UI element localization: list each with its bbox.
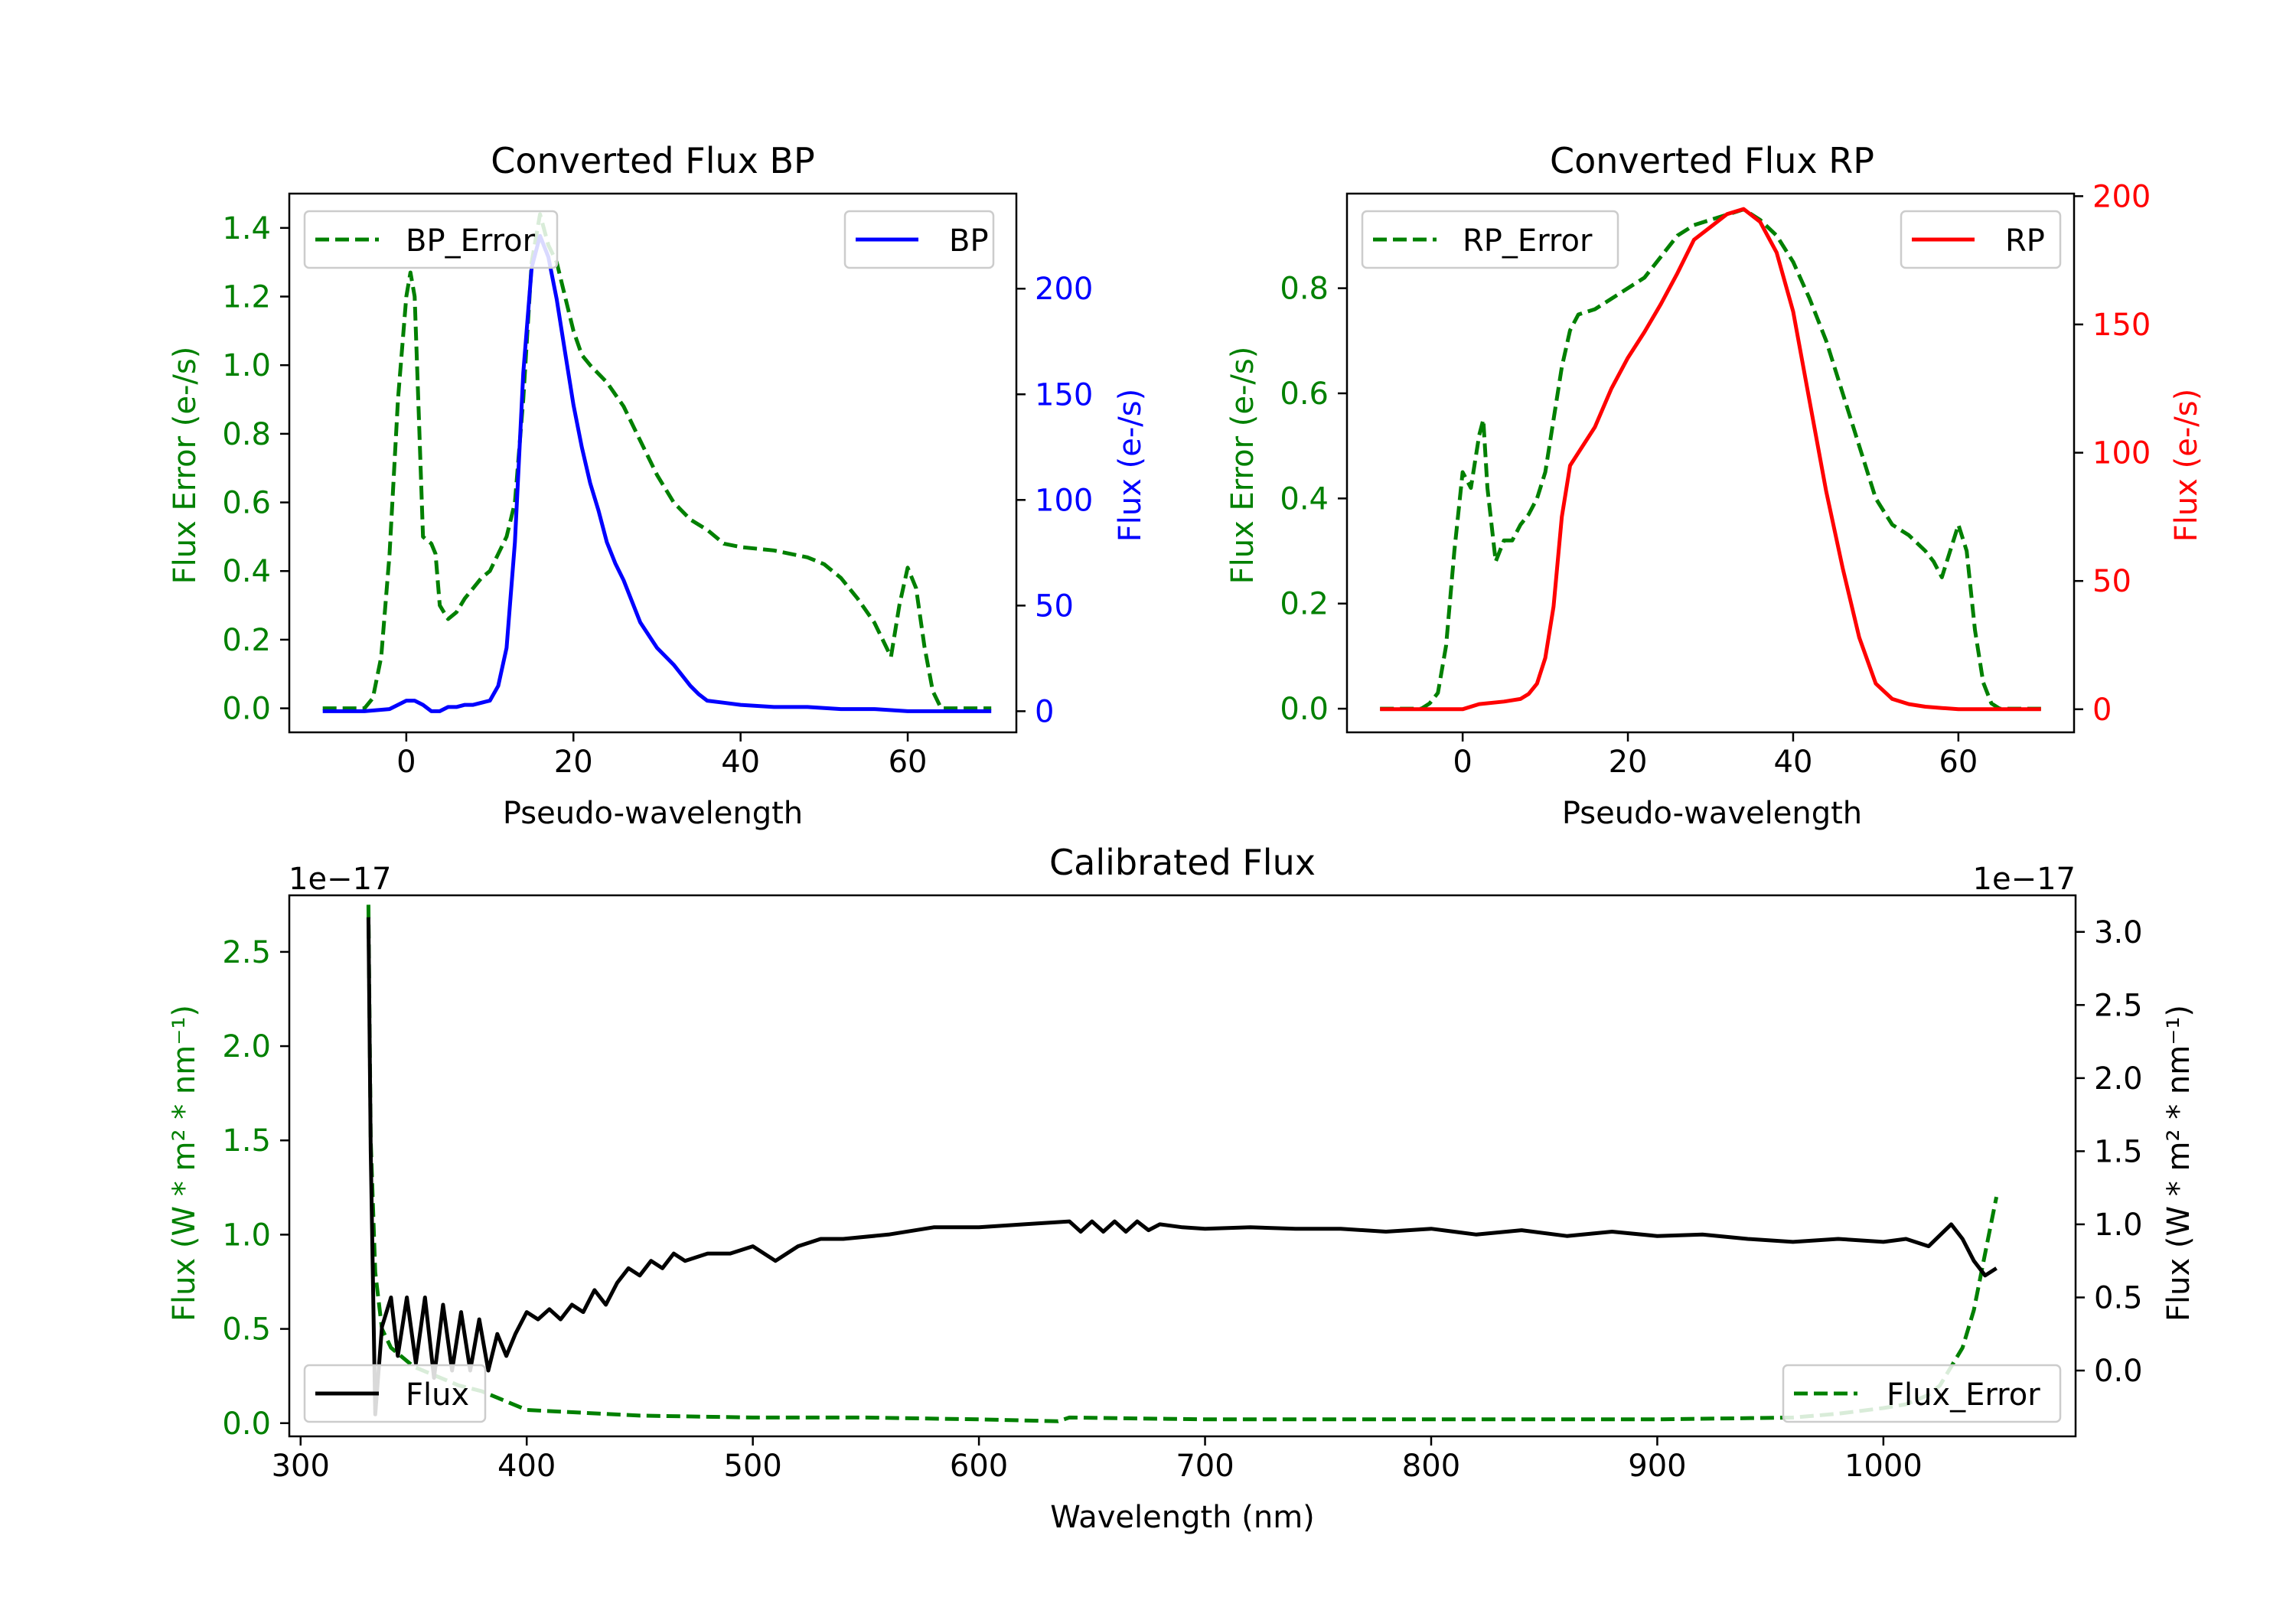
cal-ytick-label-left: 0.0 — [222, 1407, 271, 1442]
rp-ytick-label-left: 0.2 — [1280, 587, 1329, 622]
cal-legend-right-frame — [1782, 1364, 2062, 1423]
bp-ytick-label-left: 0.8 — [222, 417, 271, 452]
rp-panel: Converted Flux RP Pseudo-wavelength Flux… — [1225, 140, 2204, 831]
cal-ytick-label-left: 2.0 — [222, 1029, 271, 1064]
cal-ytick-label-left: 1.5 — [222, 1123, 271, 1159]
rp-ytick-label-left: 0.8 — [1280, 272, 1329, 307]
cal-ytick-label-right: 1.5 — [2094, 1134, 2143, 1169]
cal-ytick-label-right: 0.0 — [2094, 1354, 2143, 1389]
bp-ytick-label-left: 1.4 — [222, 211, 271, 246]
rp-xtick-label: 20 — [1609, 745, 1648, 780]
rp-ytick-label-right: 200 — [2092, 179, 2151, 214]
rp-xlabel: Pseudo-wavelength — [1562, 796, 1862, 831]
bp-ytick-label-right: 150 — [1035, 377, 1093, 412]
cal-legend-right: Flux_Error — [1782, 1364, 2062, 1423]
cal-xtick-label: 400 — [497, 1449, 556, 1484]
cal-xtick-label: 700 — [1176, 1449, 1234, 1484]
rp-legend-right: RP — [1900, 210, 2062, 269]
rp-legend-right-frame — [1900, 210, 2062, 269]
cal-xtick-label: 300 — [272, 1449, 330, 1484]
cal-ytick-label-right: 0.5 — [2094, 1280, 2143, 1315]
rp-legend-right-label: RP — [2005, 223, 2045, 259]
bp-axes-frame — [288, 192, 1018, 734]
bp-xlabel: Pseudo-wavelength — [503, 796, 803, 831]
cal-xlabel: Wavelength (nm) — [1050, 1500, 1315, 1535]
bp-xtick-label: 60 — [889, 745, 928, 780]
cal-ytick-label-left: 2.5 — [222, 935, 271, 970]
bp-ytick-label-right: 50 — [1035, 588, 1074, 624]
bp-title: Converted Flux BP — [491, 140, 815, 181]
rp-title: Converted Flux RP — [1550, 140, 1874, 181]
bp-legend-right-label: BP — [949, 223, 989, 259]
rp-xtick-label: 60 — [1939, 745, 1978, 780]
bp-ytick-label-left: 0.6 — [222, 486, 271, 521]
bp-legend-left-frame — [303, 210, 559, 269]
bp-ytick-label-right: 100 — [1035, 483, 1093, 518]
bp-ytick-label-left: 1.2 — [222, 280, 271, 315]
bp-xtick-label: 0 — [396, 745, 416, 780]
rp-ytick-label-left: 0.4 — [1280, 481, 1329, 517]
rp-axes-frame — [1345, 192, 2076, 734]
cal-ytick-label-right: 3.0 — [2094, 915, 2143, 950]
bp-series-bp — [322, 233, 992, 713]
rp-ytick-label-right: 100 — [2092, 436, 2151, 471]
cal-ytick-label-right: 2.0 — [2094, 1061, 2143, 1097]
bp-legend-left-label: BP_Error — [406, 223, 536, 259]
cal-xtick-label: 1000 — [1844, 1449, 1923, 1484]
cal-axes-frame — [288, 894, 2077, 1438]
rp-legend-left: RP_Error — [1361, 210, 1619, 269]
bp-ylabel-right: Flux (e-/s) — [1113, 389, 1148, 542]
rp-ylabel-right: Flux (e-/s) — [2169, 389, 2204, 542]
cal-offset-right: 1e−17 — [1973, 862, 2076, 897]
cal-title: Calibrated Flux — [1049, 842, 1316, 883]
cal-series-flux — [366, 917, 1998, 1416]
cal-ytick-label-right: 2.5 — [2094, 988, 2143, 1023]
cal-xtick-label: 800 — [1402, 1449, 1460, 1484]
calibrated-panel: Calibrated Flux Wavelength (nm) 1e−17 1e… — [167, 842, 2197, 1535]
cal-ytick-label-right: 1.0 — [2094, 1208, 2143, 1243]
cal-legend-left: Flux — [303, 1364, 487, 1423]
cal-ytick-label-left: 1.0 — [222, 1217, 271, 1253]
cal-xtick-label: 900 — [1628, 1449, 1686, 1484]
rp-ytick-label-left: 0.6 — [1280, 376, 1329, 412]
cal-legend-left-label: Flux — [406, 1377, 469, 1413]
rp-ytick-label-left: 0.0 — [1280, 692, 1329, 727]
bp-legend-left: BP_Error — [303, 210, 559, 269]
cal-xtick-label: 500 — [723, 1449, 781, 1484]
rp-ytick-label-right: 150 — [2092, 308, 2151, 343]
bp-legend-right: BP — [843, 210, 995, 269]
rp-legend-left-frame — [1361, 210, 1619, 269]
cal-legend-left-frame — [303, 1364, 487, 1423]
cal-legend-right-label: Flux_Error — [1887, 1377, 2040, 1413]
bp-xtick-label: 40 — [721, 745, 760, 780]
rp-ytick-label-right: 0 — [2092, 693, 2112, 728]
rp-series-rp — [1380, 207, 2041, 712]
bp-ytick-label-left: 0.2 — [222, 623, 271, 658]
cal-ylabel-left: Flux (W * m² * nm⁻¹) — [167, 1005, 202, 1322]
bp-ytick-label-left: 0.0 — [222, 692, 271, 727]
cal-ytick-label-left: 0.5 — [222, 1312, 271, 1348]
rp-xtick-label: 40 — [1774, 745, 1813, 780]
rp-series-rp-error — [1380, 207, 2041, 711]
bp-legend-right-frame — [843, 210, 995, 269]
rp-ylabel-left: Flux Error (e-/s) — [1225, 347, 1261, 585]
rp-xtick-label: 0 — [1453, 745, 1472, 780]
bp-ytick-label-left: 0.4 — [222, 554, 271, 589]
bp-xtick-label: 20 — [554, 745, 593, 780]
cal-offset-left: 1e−17 — [289, 862, 391, 897]
bp-ytick-label-right: 0 — [1035, 694, 1054, 729]
cal-ylabel-right: Flux (W * m² * nm⁻¹) — [2161, 1005, 2197, 1322]
rp-legend-left-label: RP_Error — [1463, 223, 1593, 259]
bp-panel: Converted Flux BP Pseudo-wavelength Flux… — [168, 140, 1148, 831]
bp-ylabel-left: Flux Error (e-/s) — [168, 347, 203, 585]
bp-series-bp-error — [322, 212, 992, 711]
cal-xtick-label: 600 — [950, 1449, 1008, 1484]
bp-ytick-label-right: 200 — [1035, 272, 1093, 307]
rp-ytick-label-right: 50 — [2092, 564, 2131, 599]
bp-ytick-label-left: 1.0 — [222, 348, 271, 383]
